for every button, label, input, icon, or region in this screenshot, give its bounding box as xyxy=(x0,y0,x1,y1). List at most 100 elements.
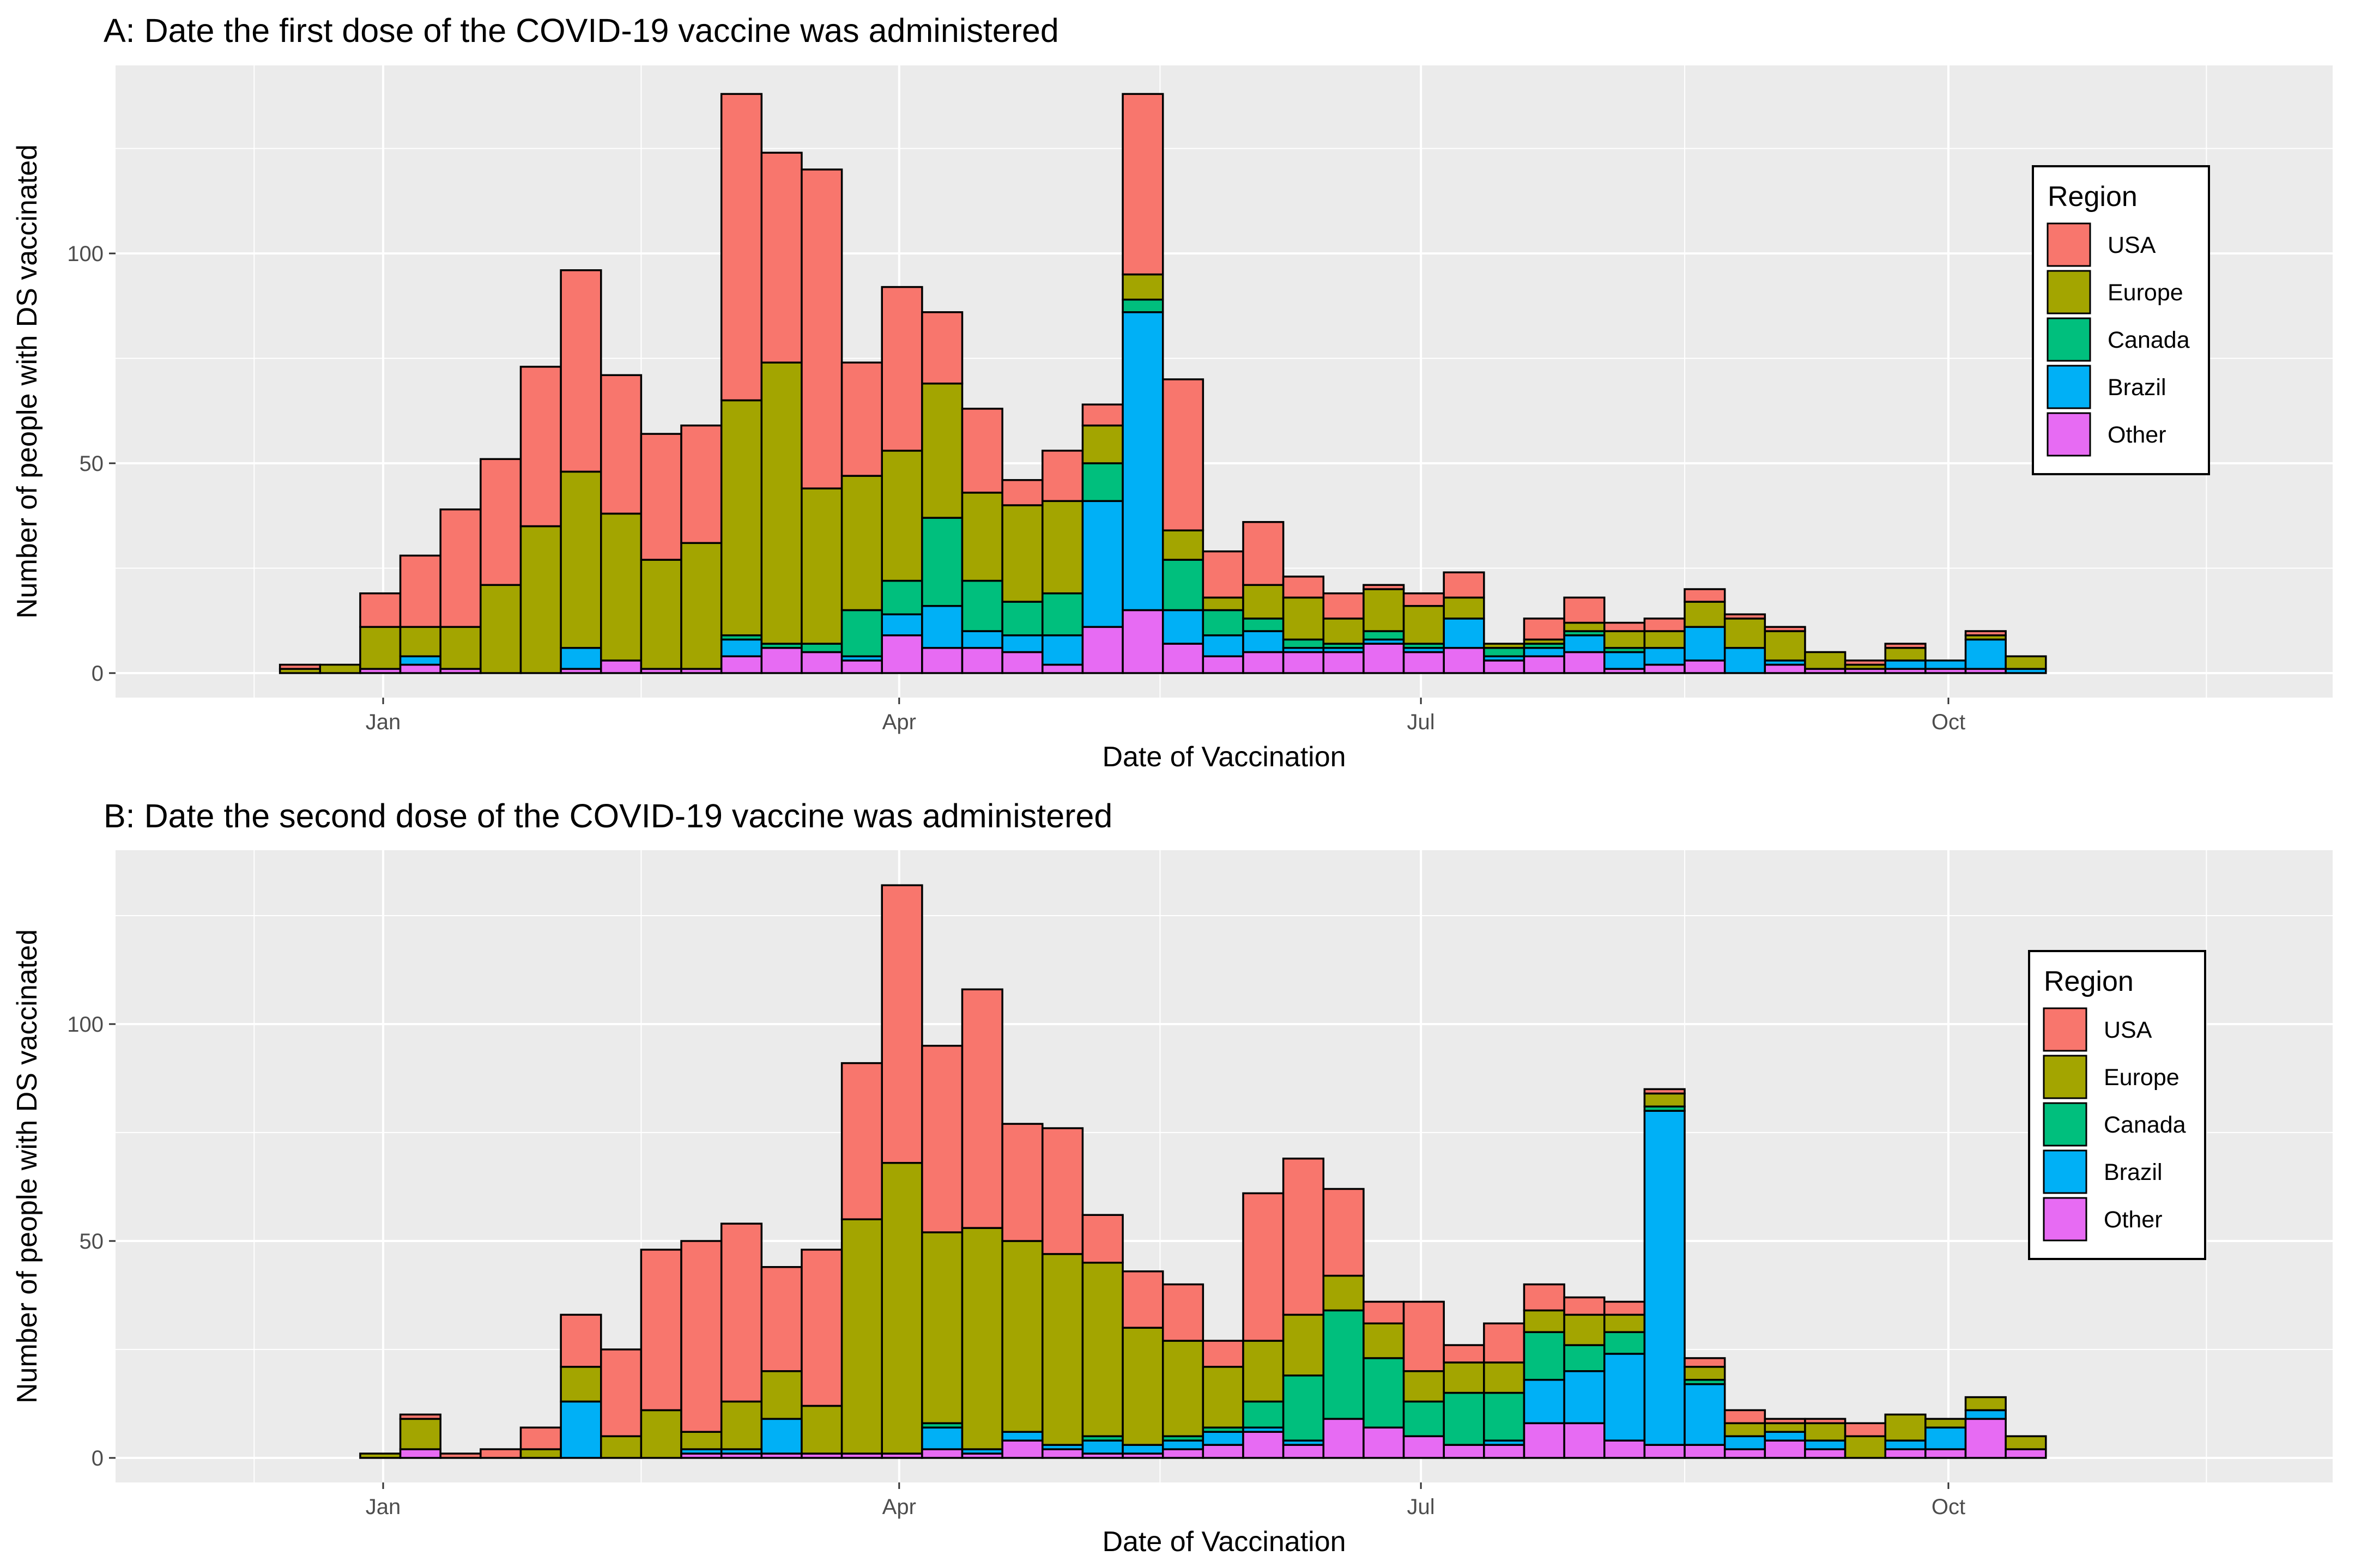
bar-segment-europe xyxy=(399,1418,441,1450)
bar-segment-europe xyxy=(1523,1309,1565,1333)
bar-segment-europe xyxy=(1563,1313,1606,1346)
legend-label-other: Other xyxy=(2108,422,2166,448)
bar-segment-brazil xyxy=(1924,1426,1967,1450)
bar-segment-other xyxy=(921,1448,964,1459)
bar-segment-other xyxy=(1603,1439,1646,1459)
bar-segment-usa xyxy=(600,374,643,515)
bar-segment-brazil xyxy=(1202,1431,1244,1446)
bar-segment-europe xyxy=(1282,596,1325,641)
panel-b-bars xyxy=(359,884,2047,1459)
bar-segment-other xyxy=(399,1448,441,1459)
bar-segment-usa xyxy=(1643,1088,1686,1095)
bar-segment-usa xyxy=(1964,630,2007,637)
bar-segment-canada xyxy=(801,643,843,653)
bar-segment-europe xyxy=(1764,630,1806,662)
bar-segment-canada xyxy=(1282,638,1325,649)
bar-segment-other xyxy=(1723,1448,1766,1459)
legend-label-europe: Europe xyxy=(2104,1064,2180,1091)
bar-segment-other xyxy=(1684,1444,1726,1459)
bar-segment-brazil xyxy=(1723,1435,1766,1450)
bar-segment-canada xyxy=(840,609,883,657)
legend-swatch-brazil xyxy=(2047,365,2091,409)
bar-segment-usa xyxy=(1322,592,1365,620)
bar-segment-brazil xyxy=(1122,311,1164,612)
bar-segment-usa xyxy=(439,508,482,628)
bar-segment-usa xyxy=(1042,1127,1084,1255)
bar-segment-europe xyxy=(801,487,843,645)
y-tick-label: 0 xyxy=(92,662,104,686)
bar-segment-usa xyxy=(1202,550,1244,599)
bar-segment-brazil xyxy=(921,1426,964,1450)
bar-segment-europe xyxy=(359,1452,402,1459)
panel-a-legend: Region USA Europe Canada Brazil Other xyxy=(2032,165,2210,475)
bar-segment-brazil xyxy=(1723,647,1766,674)
bar-segment-usa xyxy=(1202,1340,1244,1368)
x-tick-label: Jul xyxy=(1407,1495,1435,1519)
bar-segment-other xyxy=(801,651,843,674)
legend-label-usa: USA xyxy=(2104,1017,2152,1043)
bar-segment-europe xyxy=(1844,1435,1886,1459)
bar-segment-europe xyxy=(1282,1313,1325,1377)
bar-segment-usa xyxy=(399,1413,441,1420)
bar-segment-europe xyxy=(840,475,883,612)
bar-segment-usa xyxy=(640,1249,682,1412)
y-tick-label: 100 xyxy=(67,242,104,266)
bar-segment-brazil xyxy=(1884,1439,1927,1450)
bar-segment-europe xyxy=(1563,621,1606,632)
bar-segment-usa xyxy=(1402,1300,1445,1372)
bar-segment-other xyxy=(1563,651,1606,674)
bar-segment-canada xyxy=(1242,1400,1285,1429)
bar-segment-usa xyxy=(1563,596,1606,624)
bar-segment-europe xyxy=(961,1227,1003,1450)
bar-segment-europe xyxy=(1603,630,1646,649)
bar-segment-usa xyxy=(1684,1357,1726,1368)
bar-segment-usa xyxy=(801,1249,843,1407)
bar-segment-usa xyxy=(801,168,843,489)
bar-segment-europe xyxy=(319,663,361,674)
bar-segment-usa xyxy=(1723,613,1766,620)
bar-segment-canada xyxy=(1242,617,1285,632)
bar-segment-other xyxy=(1363,1426,1405,1459)
bar-segment-brazil xyxy=(1523,647,1565,657)
panel-b-axes: 0 50 100 Jan Apr Jul Oct xyxy=(67,1013,1965,1519)
bar-segment-canada xyxy=(1523,1331,1565,1381)
bar-segment-usa xyxy=(1242,521,1285,586)
bar-segment-europe xyxy=(1924,1418,1967,1429)
bar-segment-usa xyxy=(439,1452,482,1459)
bar-segment-europe xyxy=(760,1370,803,1420)
bar-segment-usa xyxy=(961,988,1003,1229)
bar-segment-canada xyxy=(1603,1331,1646,1355)
legend-label-other: Other xyxy=(2104,1207,2163,1233)
bar-segment-usa xyxy=(1001,1123,1044,1242)
y-tick-label: 0 xyxy=(92,1446,104,1470)
bar-segment-europe xyxy=(1884,1413,1927,1442)
bar-segment-usa xyxy=(1282,576,1325,599)
legend-label-brazil: Brazil xyxy=(2108,374,2166,401)
bar-segment-other xyxy=(1402,651,1445,674)
legend-swatch-europe xyxy=(2043,1055,2087,1099)
bar-segment-other xyxy=(1884,1448,1927,1459)
bar-segment-europe xyxy=(519,1448,562,1459)
bar-segment-brazil xyxy=(1684,626,1726,662)
bar-segment-europe xyxy=(1643,630,1686,649)
bar-segment-canada xyxy=(1402,1400,1445,1437)
bar-segment-europe xyxy=(1122,273,1164,301)
bar-segment-brazil xyxy=(760,1418,803,1455)
bar-segment-other xyxy=(881,634,923,674)
bar-segment-usa xyxy=(1443,1344,1485,1364)
bar-segment-brazil xyxy=(720,638,763,657)
bar-segment-usa xyxy=(1402,592,1445,607)
bar-segment-europe xyxy=(1242,584,1285,620)
bar-segment-brazil xyxy=(1523,1378,1565,1425)
bar-segment-usa xyxy=(1684,588,1726,603)
bar-segment-usa xyxy=(1603,621,1646,632)
bar-segment-brazil xyxy=(1684,1383,1726,1446)
bar-segment-usa xyxy=(519,366,562,528)
bar-segment-brazil xyxy=(921,605,964,649)
bar-segment-other xyxy=(1804,1448,1847,1459)
bar-segment-usa xyxy=(881,884,923,1164)
bar-segment-europe xyxy=(1884,647,1927,662)
bar-segment-other xyxy=(1242,1431,1285,1459)
bar-segment-europe xyxy=(801,1404,843,1455)
bar-segment-europe xyxy=(359,626,402,670)
